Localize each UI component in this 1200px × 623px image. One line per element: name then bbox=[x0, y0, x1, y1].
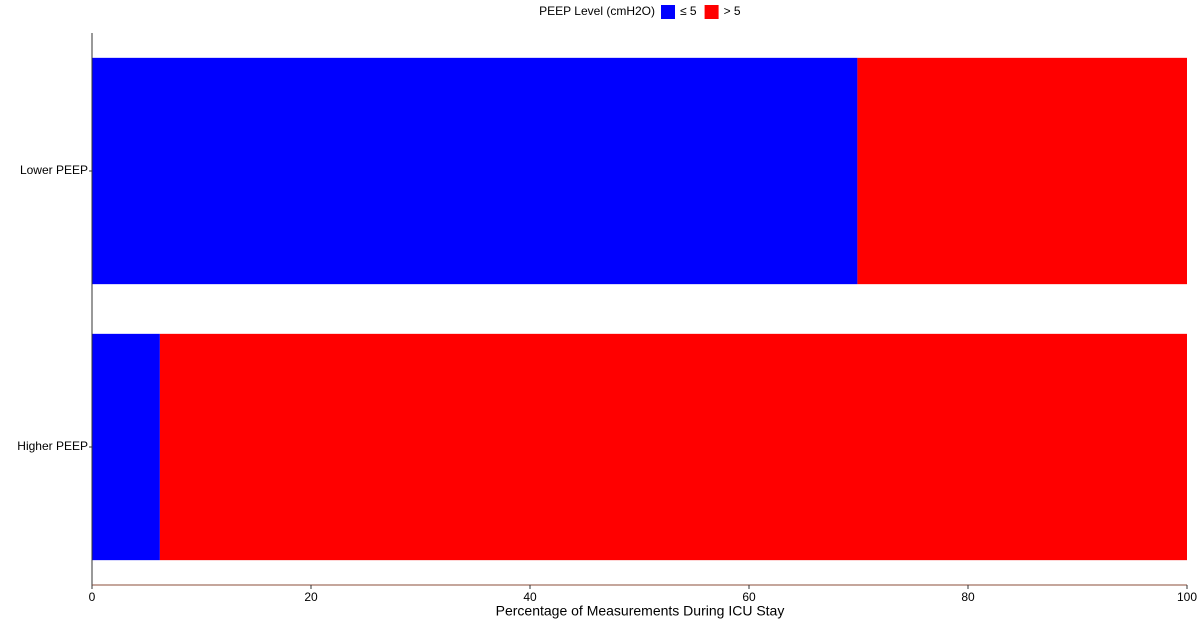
bar-segment bbox=[857, 57, 1187, 285]
y-tick-label: Higher PEEP bbox=[17, 439, 88, 453]
bar-segment bbox=[159, 333, 1187, 561]
x-tick-label: 20 bbox=[304, 590, 318, 604]
x-axis-title: Percentage of Measurements During ICU St… bbox=[496, 603, 785, 619]
bar-segment bbox=[92, 333, 160, 561]
bar-segment bbox=[92, 57, 858, 285]
legend-swatch bbox=[704, 5, 719, 19]
y-tick-label: Lower PEEP bbox=[20, 163, 88, 177]
legend-title: PEEP Level (cmH2O) bbox=[539, 4, 655, 18]
x-tick-label: 80 bbox=[961, 590, 975, 604]
x-tick-label: 40 bbox=[523, 590, 537, 604]
legend-label: > 5 bbox=[724, 4, 741, 18]
x-tick-label: 100 bbox=[1177, 590, 1197, 604]
legend-label: ≤ 5 bbox=[680, 4, 697, 18]
x-tick-label: 0 bbox=[89, 590, 96, 604]
x-tick-label: 60 bbox=[742, 590, 756, 604]
legend-swatch bbox=[661, 5, 675, 19]
